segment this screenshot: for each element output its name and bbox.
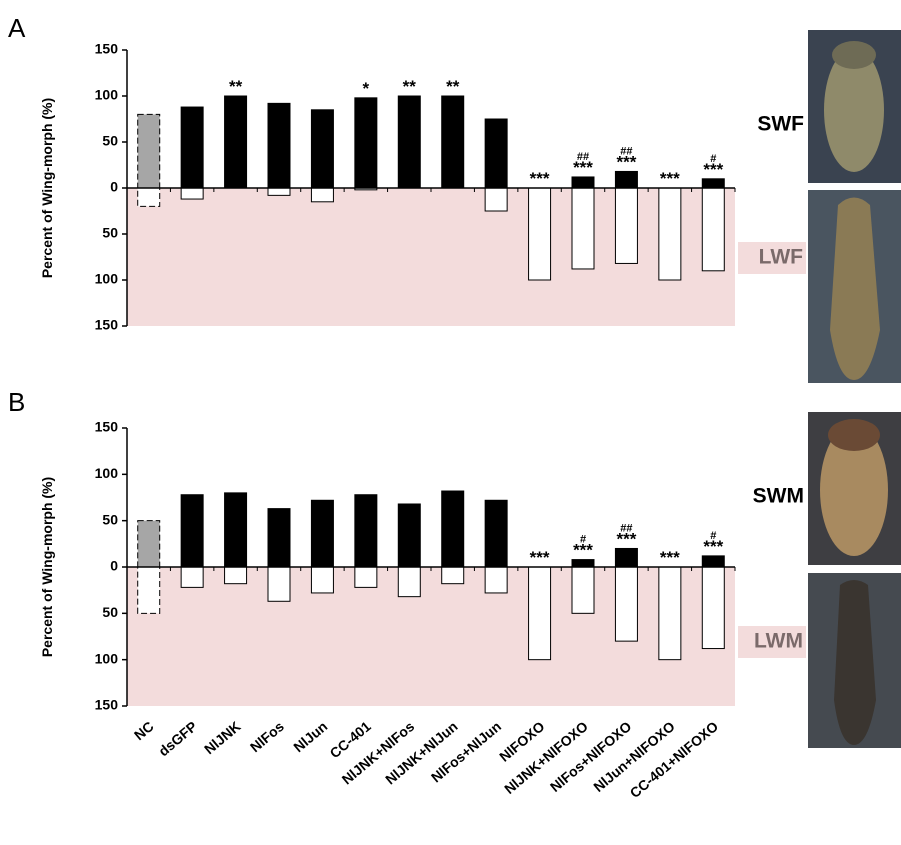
legend-down: LWM: [754, 630, 803, 653]
bar: [485, 567, 507, 593]
lower-background: [127, 188, 735, 326]
bar: [311, 188, 333, 202]
bar: [659, 567, 681, 660]
bar: [572, 188, 594, 269]
bar: [268, 567, 290, 601]
bar: [572, 567, 594, 613]
y-tick-label: 150: [95, 697, 119, 713]
bar: [702, 567, 724, 649]
x-tick-label: NlFos: [247, 718, 287, 755]
significance-marker: ***: [660, 169, 680, 188]
bar: [572, 177, 594, 188]
significance-marker: ***: [616, 152, 636, 171]
significance-marker: ***: [530, 169, 550, 188]
significance-marker: **: [403, 77, 417, 96]
figure: A Percent of Wing-morph (%) 150 100 50 0 50 100…: [0, 0, 901, 845]
legend-up: SWM: [753, 485, 804, 508]
y-tick-label: 50: [102, 133, 118, 149]
lower-background: [127, 567, 735, 706]
bar: [268, 188, 290, 195]
y-tick-label: 150: [95, 41, 119, 57]
significance-marker: ***: [660, 548, 680, 567]
page: A Percent of Wing-morph (%) 150 100 50 0 50 100…: [0, 0, 901, 845]
y-tick-label: 100: [95, 465, 119, 481]
bar: [138, 567, 160, 613]
bar: [702, 179, 724, 188]
bar: [225, 96, 247, 188]
bar: [311, 110, 333, 188]
y-tick-label: 50: [102, 225, 118, 241]
bar: [311, 500, 333, 567]
panel-label: B: [8, 387, 25, 417]
bar: [442, 491, 464, 567]
bar: [181, 107, 203, 188]
bar: [355, 495, 377, 567]
y-tick-label: 150: [95, 317, 119, 333]
y-tick-label: 0: [110, 558, 118, 574]
significance-marker: ***: [530, 548, 550, 567]
bar: [615, 548, 637, 567]
y-tick-label: 0: [110, 179, 118, 195]
bar: [268, 509, 290, 567]
bar: [138, 521, 160, 567]
bar: [398, 567, 420, 597]
bar: [355, 567, 377, 587]
bar: [659, 188, 681, 280]
bar: [355, 98, 377, 188]
significance-marker: ***: [703, 160, 723, 179]
y-axis-label: Percent of Wing-morph (%): [39, 98, 55, 278]
bar: [225, 493, 247, 567]
panel-label: A: [8, 13, 26, 43]
y-axis-label: Percent of Wing-morph (%): [39, 477, 55, 657]
x-tick-label: NlJNK: [201, 718, 243, 757]
bar: [615, 171, 637, 188]
bar: [138, 114, 160, 188]
bar: [572, 560, 594, 567]
bar: [529, 188, 551, 280]
bar: [702, 556, 724, 567]
y-tick-label: 50: [102, 604, 118, 620]
y-tick-label: 150: [95, 419, 119, 435]
x-tick-label: NlJun: [290, 718, 330, 755]
significance-marker: **: [446, 77, 460, 96]
bar: [311, 567, 333, 593]
bar: [398, 504, 420, 567]
bar: [485, 500, 507, 567]
photos: [808, 30, 901, 748]
y-tick-label: 50: [102, 511, 118, 527]
bar: [181, 495, 203, 567]
bar: [181, 567, 203, 587]
bar: [442, 567, 464, 584]
bar: [702, 188, 724, 271]
bar: [485, 188, 507, 211]
legend-up: SWF: [757, 113, 804, 136]
bar: [225, 567, 247, 584]
bar: [181, 188, 203, 199]
significance-marker: **: [229, 77, 243, 96]
insect-head: [832, 41, 876, 69]
bar: [615, 567, 637, 641]
y-tick-label: 100: [95, 87, 119, 103]
y-tick-label: 100: [95, 271, 119, 287]
legend-down: LWF: [759, 246, 803, 269]
significance-marker: ***: [573, 541, 593, 560]
bar: [529, 567, 551, 660]
significance-marker: ***: [573, 158, 593, 177]
significance-marker: *: [363, 79, 370, 98]
x-tick-label: dsGFP: [155, 718, 200, 759]
bar: [615, 188, 637, 263]
bar: [442, 96, 464, 188]
significance-marker: ***: [703, 537, 723, 556]
bar: [138, 188, 160, 206]
bar: [398, 96, 420, 188]
significance-marker: ***: [616, 529, 636, 548]
bar: [268, 103, 290, 188]
x-tick-label: NC: [131, 718, 157, 743]
y-tick-label: 100: [95, 650, 119, 666]
insect-head: [828, 419, 880, 451]
bar: [485, 119, 507, 188]
